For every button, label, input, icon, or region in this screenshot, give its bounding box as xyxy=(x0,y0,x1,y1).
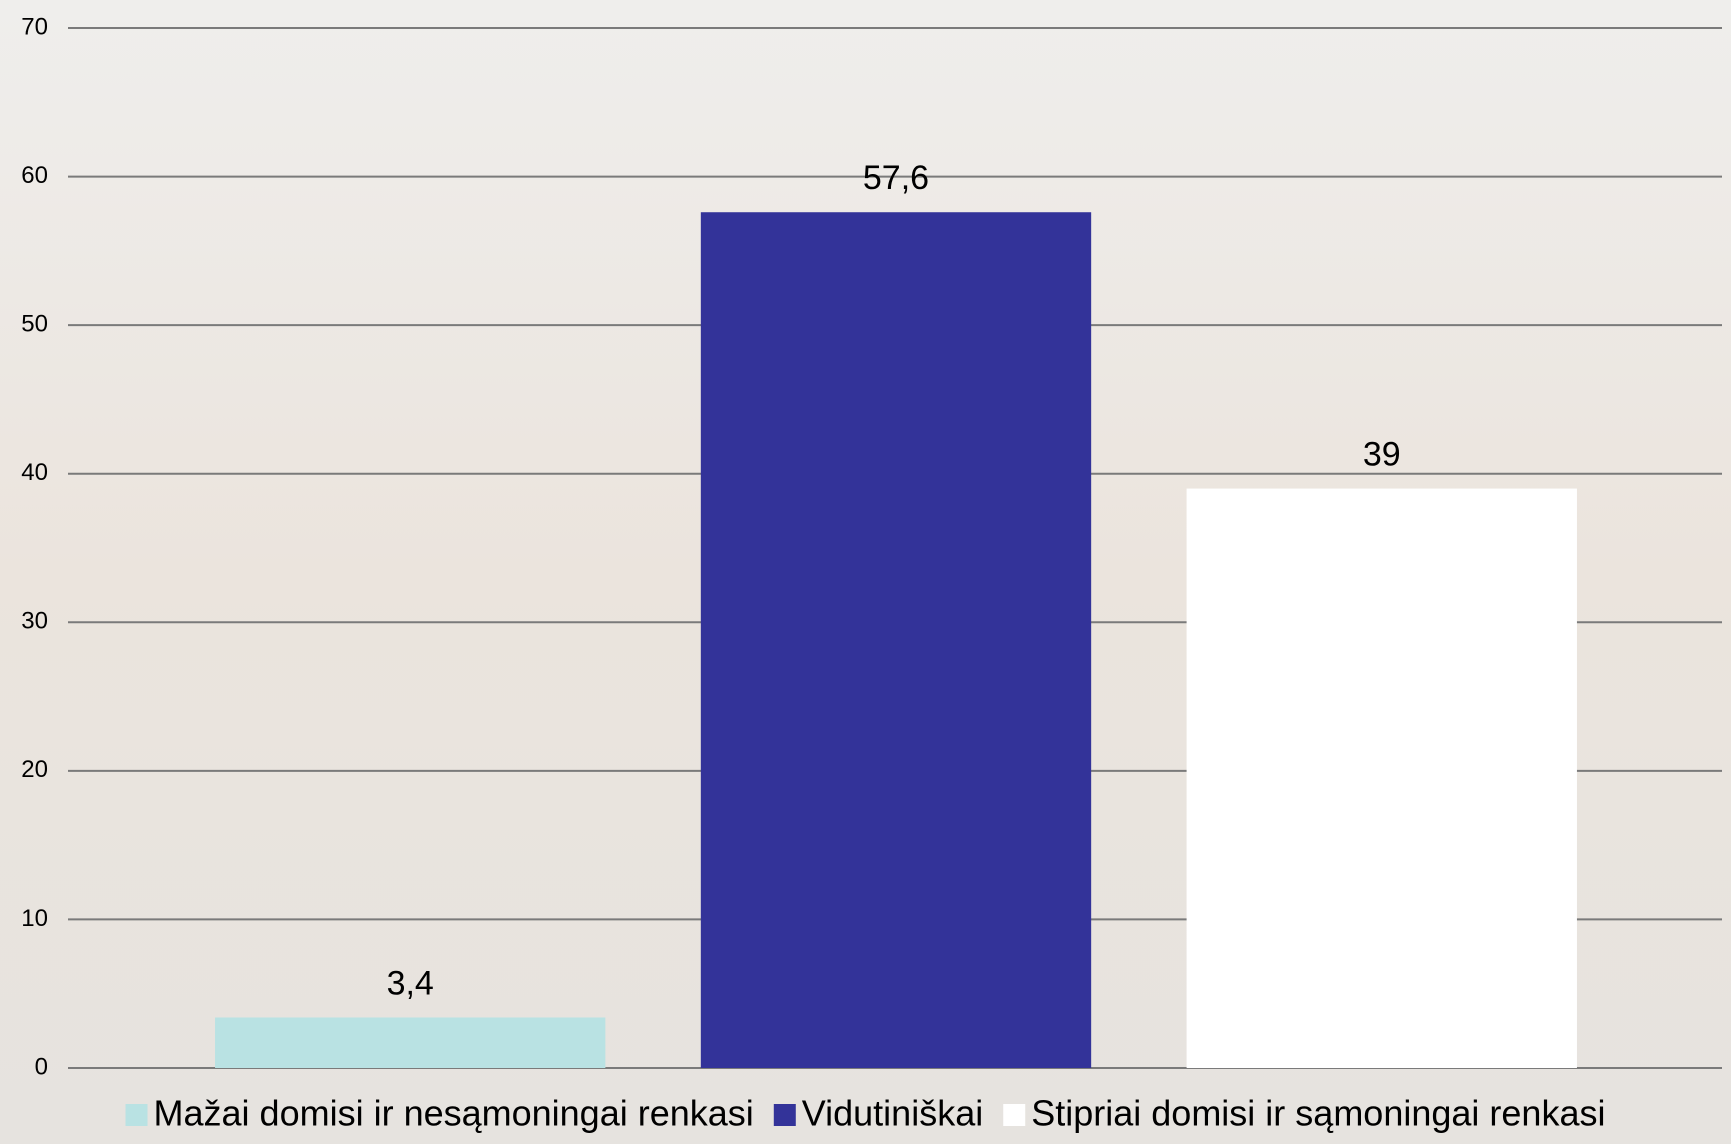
y-tick-label: 30 xyxy=(21,608,48,635)
y-tick-label: 60 xyxy=(21,162,48,189)
legend-label: Stipriai domisi ir sąmoningai renkasi xyxy=(1031,1093,1605,1134)
bar xyxy=(215,1017,605,1068)
chart: 0 10 20 30 40 50 60 70 3,4 57,6 39 Mažai domisi ir … xyxy=(0,0,1731,1144)
legend-swatch xyxy=(774,1104,796,1126)
y-tick-label: 10 xyxy=(21,905,48,932)
y-tick-label: 20 xyxy=(21,756,48,783)
bar xyxy=(1187,489,1577,1068)
y-tick-label: 70 xyxy=(21,13,48,40)
value-label: 3,4 xyxy=(387,964,434,1002)
value-label: 57,6 xyxy=(863,159,929,197)
legend-label: Mažai domisi ir nesąmoningai renkasi xyxy=(154,1093,754,1134)
y-tick-label: 50 xyxy=(21,310,48,337)
legend-swatch xyxy=(1003,1104,1025,1126)
y-tick-label: 40 xyxy=(21,459,48,486)
y-tick-label: 0 xyxy=(35,1053,48,1080)
value-label: 39 xyxy=(1363,436,1401,474)
legend-label: Vidutiniškai xyxy=(802,1093,983,1134)
legend-swatch xyxy=(126,1104,148,1126)
bar xyxy=(701,212,1091,1068)
page: 0 10 20 30 40 50 60 70 3,4 57,6 39 Mažai domisi ir … xyxy=(0,0,1731,1144)
